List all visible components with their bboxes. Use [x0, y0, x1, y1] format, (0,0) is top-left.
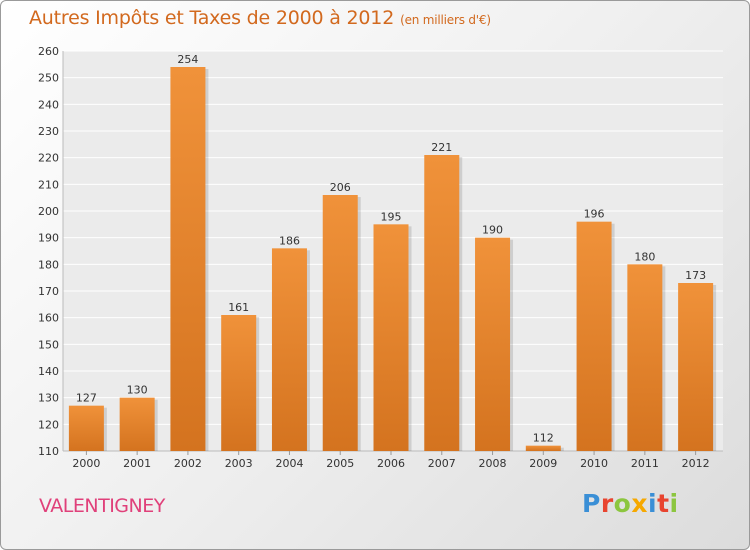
- bar-value-label: 112: [533, 432, 554, 445]
- x-tick-label: 2002: [174, 457, 202, 470]
- bar-value-label: 195: [381, 210, 402, 223]
- bar: [221, 315, 257, 451]
- x-tick-label: 2012: [682, 457, 710, 470]
- x-tick-label: 2010: [580, 457, 608, 470]
- bar-value-label: 221: [431, 141, 452, 154]
- y-tick-label: 170: [38, 285, 59, 298]
- bar-value-label: 180: [634, 250, 655, 263]
- logo-letter: r: [600, 489, 614, 518]
- logo-letter: i: [648, 489, 658, 518]
- bar: [373, 224, 409, 451]
- y-tick-label: 130: [38, 392, 59, 405]
- y-tick-label: 120: [38, 418, 59, 431]
- city-name: VALENTIGNEY: [39, 495, 165, 517]
- y-tick-label: 220: [38, 152, 59, 165]
- y-tick-label: 160: [38, 312, 59, 325]
- bar-value-label: 161: [228, 301, 249, 314]
- chart-title-text: Autres Impôts et Taxes de 2000 à 2012: [29, 7, 395, 29]
- y-tick-label: 140: [38, 365, 59, 378]
- x-tick-label: 2001: [123, 457, 151, 470]
- bar: [525, 445, 561, 451]
- bar-value-label: 190: [482, 224, 503, 237]
- bar: [475, 237, 511, 451]
- bar-value-label: 206: [330, 181, 351, 194]
- logo-letter: x: [631, 489, 648, 518]
- bar-value-label: 173: [685, 269, 706, 282]
- y-tick-label: 110: [38, 445, 59, 458]
- logo-letter: P: [582, 489, 601, 518]
- bar: [271, 248, 307, 451]
- proxiti-logo: Proxiti: [582, 489, 679, 518]
- x-tick-label: 2005: [326, 457, 354, 470]
- x-tick-label: 2003: [225, 457, 253, 470]
- y-tick-label: 180: [38, 258, 59, 271]
- bar: [678, 283, 714, 451]
- y-tick-label: 200: [38, 205, 59, 218]
- bar: [170, 67, 206, 451]
- y-tick-label: 230: [38, 125, 59, 138]
- y-tick-label: 250: [38, 72, 59, 85]
- x-tick-label: 2011: [631, 457, 659, 470]
- logo-letter: t: [657, 489, 670, 518]
- y-tick-label: 260: [38, 45, 59, 58]
- bar: [68, 405, 104, 451]
- x-tick-label: 2000: [72, 457, 100, 470]
- y-tick-label: 210: [38, 178, 59, 191]
- bar-value-label: 196: [584, 208, 605, 221]
- bar: [322, 195, 358, 451]
- logo-letter: o: [613, 489, 632, 518]
- bar-value-label: 127: [76, 392, 97, 405]
- x-tick-label: 2004: [275, 457, 303, 470]
- bar: [424, 155, 460, 451]
- x-tick-label: 2007: [428, 457, 456, 470]
- chart-title: Autres Impôts et Taxes de 2000 à 2012 (en…: [29, 7, 491, 29]
- x-tick-label: 2006: [377, 457, 405, 470]
- bar-value-label: 130: [127, 384, 148, 397]
- bar-value-label: 254: [177, 53, 198, 66]
- y-tick-label: 150: [38, 338, 59, 351]
- y-tick-label: 190: [38, 232, 59, 245]
- chart-subtitle: (en milliers d'€): [400, 13, 491, 27]
- x-tick-label: 2008: [479, 457, 507, 470]
- x-tick-label: 2009: [529, 457, 557, 470]
- bar: [576, 221, 612, 451]
- logo-letter: i: [669, 489, 679, 518]
- bar: [627, 264, 663, 451]
- bar-value-label: 186: [279, 234, 300, 247]
- bar: [119, 397, 155, 451]
- y-tick-label: 240: [38, 98, 59, 111]
